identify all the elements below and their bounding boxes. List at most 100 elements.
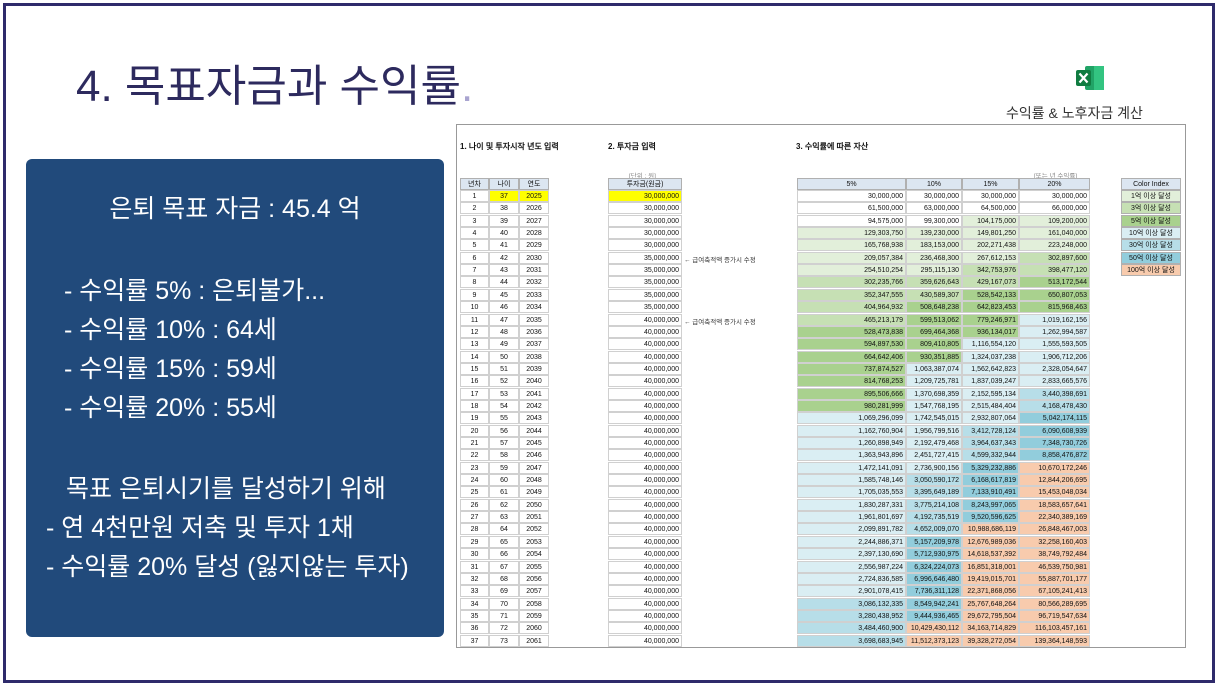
cell: 430,589,307	[906, 288, 962, 301]
slide-title: 4. 목표자금과 수익률.	[76, 50, 473, 114]
cell: 209,057,384	[797, 251, 906, 264]
cell: 40,000,000	[608, 412, 682, 425]
cell: 528,542,133	[962, 288, 1019, 301]
cell: 936,134,017	[962, 325, 1019, 338]
cell: 69	[489, 585, 519, 598]
cell: 17	[460, 387, 489, 400]
cell: 26,848,467,003	[1019, 523, 1090, 536]
summary-box: 은퇴 목표 자금 : 45.4 억 목표 은퇴시기를 달성하기 위해 - 수익률…	[26, 159, 444, 637]
cell: 40,000,000	[608, 338, 682, 351]
cell: 2,397,130,690	[797, 548, 906, 561]
cell: 2058	[519, 597, 549, 610]
cell: 29,672,795,504	[962, 609, 1019, 622]
cell: 40,000,000	[608, 474, 682, 487]
summary-item: - 수익률 10% : 64세	[64, 316, 277, 344]
cell: 398,477,120	[1019, 264, 1090, 277]
cell: 2051	[519, 511, 549, 524]
cell: 40,000,000	[608, 424, 682, 437]
cell: 1,063,387,074	[906, 362, 962, 375]
cell: 35	[460, 609, 489, 622]
cell: 24	[460, 474, 489, 487]
cell: 1	[460, 190, 489, 202]
cell: 30,000,000	[962, 190, 1019, 202]
cell: 4,599,332,944	[962, 449, 1019, 462]
cell: 4,652,009,070	[906, 523, 962, 536]
title-dot: .	[460, 62, 474, 111]
cell: 28	[460, 523, 489, 536]
cell: 72	[489, 622, 519, 635]
cell: 13	[460, 338, 489, 351]
cell: 34	[460, 597, 489, 610]
cell: 7,133,910,491	[962, 486, 1019, 499]
cell: 53	[489, 387, 519, 400]
cell: 8,243,997,065	[962, 498, 1019, 511]
cell: 9,444,936,465	[906, 609, 962, 622]
cell: 930,351,885	[906, 350, 962, 363]
color-index-item: 100억 이상 달성	[1121, 264, 1181, 277]
cell: 895,506,666	[797, 387, 906, 400]
cell: 30,000,000	[608, 239, 682, 252]
cell: 359,626,643	[906, 276, 962, 289]
cell: 2036	[519, 325, 549, 338]
cell: 42	[489, 251, 519, 264]
cell: 19,419,015,701	[962, 572, 1019, 585]
cell: 302,235,766	[797, 276, 906, 289]
cell: 96,719,547,634	[1019, 609, 1090, 622]
cell: 139,364,148,593	[1019, 634, 1090, 647]
cell: 980,281,999	[797, 399, 906, 412]
cell: 2039	[519, 362, 549, 375]
cell: 65	[489, 535, 519, 548]
cell: 55,887,701,177	[1019, 572, 1090, 585]
cell: 2030	[519, 251, 549, 264]
color-index-item: 1억 이상 달성	[1121, 190, 1181, 202]
cell: 2056	[519, 572, 549, 585]
cell: 2042	[519, 399, 549, 412]
file-caption: 수익률 & 노후자금 계산	[1006, 105, 1143, 121]
cell: 21	[460, 437, 489, 449]
cell: 40,000,000	[608, 560, 682, 573]
cell: 52	[489, 375, 519, 388]
cell: 30	[460, 548, 489, 561]
cell: 8	[460, 276, 489, 289]
cell: 16,851,318,001	[962, 560, 1019, 573]
cell: 267,612,153	[962, 251, 1019, 264]
cell: 63,000,000	[906, 202, 962, 215]
cell: 2034	[519, 301, 549, 314]
cell: 1,562,642,823	[962, 362, 1019, 375]
cell: 254,510,254	[797, 264, 906, 277]
cell: 40,000,000	[608, 313, 682, 326]
cell: 2059	[519, 609, 549, 622]
cell: 2,901,078,415	[797, 585, 906, 598]
plan-title: 목표 은퇴시기를 달성하기 위해	[66, 475, 386, 503]
cell: 2,932,807,064	[962, 412, 1019, 425]
cell: 30,000,000	[608, 227, 682, 240]
cell: 40,000,000	[608, 387, 682, 400]
cell: 429,167,073	[962, 276, 1019, 289]
cell: 35,000,000	[608, 251, 682, 264]
column-header: 년차	[460, 178, 489, 190]
cell: 2035	[519, 313, 549, 326]
cell: 22,371,868,056	[962, 585, 1019, 598]
cell: 149,801,250	[962, 227, 1019, 240]
cell: 25,767,648,264	[962, 597, 1019, 610]
title-text: 4. 목표자금과 수익률	[76, 62, 461, 111]
cell: 40,000,000	[608, 548, 682, 561]
cell: 40,000,000	[608, 449, 682, 462]
cell: 35,000,000	[608, 264, 682, 277]
cell: 50	[489, 350, 519, 363]
cell: 64,500,000	[962, 202, 1019, 215]
cell: 67,105,241,413	[1019, 585, 1090, 598]
row-note: ← 급여축적액 증가시 수정	[684, 318, 756, 326]
cell: 1,742,545,015	[906, 412, 962, 425]
cell: 2052	[519, 523, 549, 536]
cell: 48	[489, 325, 519, 338]
cell: 3,050,590,172	[906, 474, 962, 487]
cell: 1,260,898,949	[797, 437, 906, 449]
cell: 44	[489, 276, 519, 289]
excel-icon[interactable]	[1075, 64, 1105, 92]
cell: 14,618,537,392	[962, 548, 1019, 561]
cell: 3,698,683,945	[797, 634, 906, 647]
cell: 109,200,000	[1019, 214, 1090, 227]
column-header: 연도	[519, 178, 549, 190]
cell: 61,500,000	[797, 202, 906, 215]
